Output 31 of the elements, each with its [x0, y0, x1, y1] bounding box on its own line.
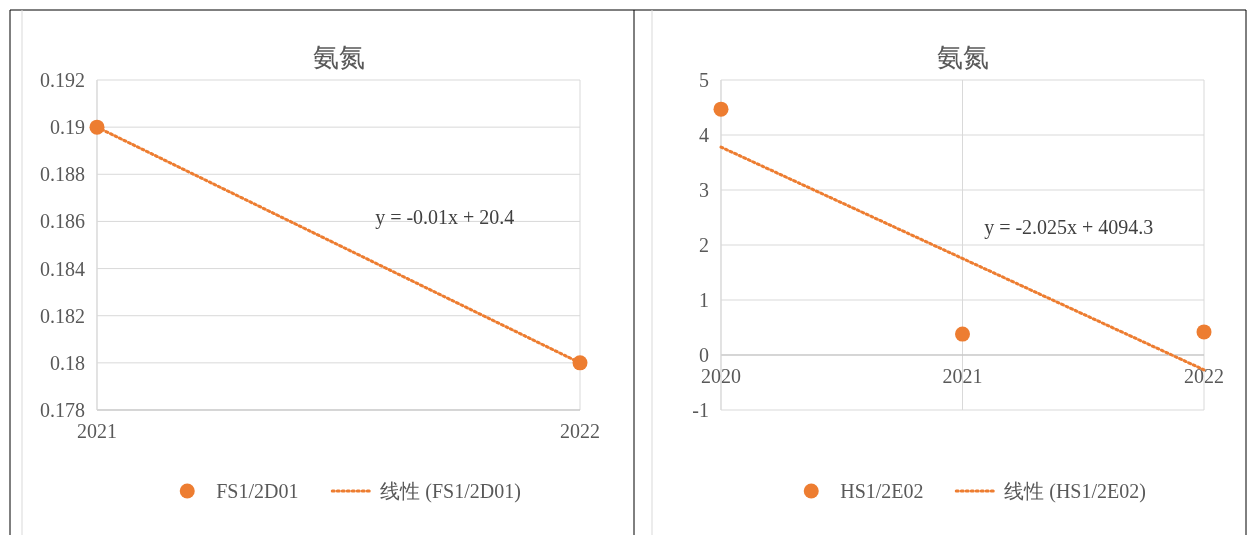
legend-label: HS1/2E02 [840, 480, 924, 502]
y-tick-label: 5 [699, 69, 709, 91]
y-tick-label: 0.182 [40, 304, 85, 327]
y-tick-label: 1 [699, 289, 709, 311]
point [1196, 324, 1212, 340]
y-tick-label: 0 [699, 344, 709, 366]
point [713, 101, 729, 117]
point [955, 326, 970, 342]
x-tick-label: 2022 [560, 420, 600, 442]
y-tick-label: 0.178 [40, 399, 85, 421]
x-tick-label: 2021 [942, 365, 983, 387]
y-tick-label: 2 [699, 234, 709, 256]
y-tick-label: 4 [699, 124, 709, 146]
legend-label: 线性 (FS1/2D01) [380, 480, 521, 503]
x-tick-label: 2022 [1184, 365, 1224, 387]
chart-title: 氨氮 [936, 43, 989, 72]
y-tick-label: 0.19 [50, 116, 85, 139]
y-tick-label: 0.188 [40, 163, 85, 186]
y-tick-label: 0.18 [50, 351, 85, 374]
y-tick-label: 0.186 [40, 210, 85, 233]
annotation: y = -0.01x + 20.4 [375, 205, 515, 229]
y-tick-label: -1 [692, 399, 709, 421]
legend-label: 线性 (HS1/2E02) [1004, 480, 1146, 503]
x-tick-label: 2021 [77, 420, 117, 442]
annotation: y = -2.025x + 4094.3 [984, 216, 1154, 240]
chart-title: 氨氮 [312, 43, 365, 72]
y-tick-label: 3 [699, 179, 709, 201]
x-tick-label: 2020 [701, 365, 741, 387]
y-tick-label: 0.184 [40, 257, 85, 280]
y-tick-label: 0.192 [40, 69, 85, 91]
legend-label: FS1/2D01 [216, 480, 299, 502]
